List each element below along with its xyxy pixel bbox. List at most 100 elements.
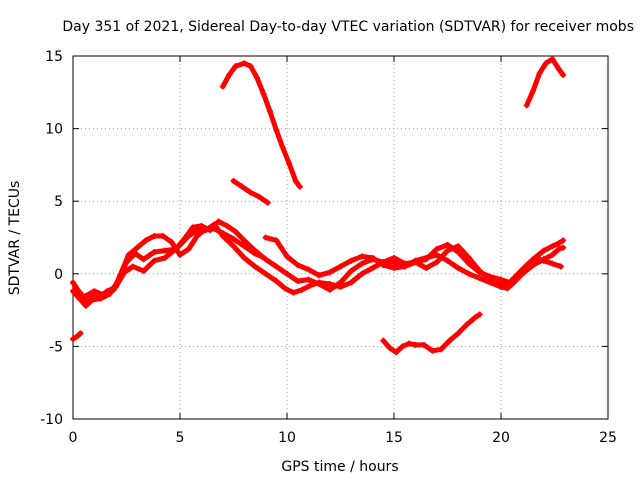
data-point [423,264,430,271]
data-point [254,74,261,81]
grid [73,56,608,419]
data-point [532,254,539,261]
series-track-9 [70,330,84,343]
data-point [273,278,280,285]
series-track-1 [70,221,567,305]
data-point [168,238,175,245]
data-point [117,272,124,279]
x-tick-label: 25 [599,430,617,446]
y-tick-label: 0 [54,267,63,283]
data-point [82,302,89,309]
data-point [284,270,290,277]
data-point [405,340,412,347]
data-point [279,144,286,151]
chart-title: Day 351 of 2021, Sidereal Day-to-day VTE… [62,19,634,35]
data-point [412,341,419,348]
data-point [241,254,248,261]
data-point [189,224,196,231]
data-point [506,279,513,286]
data-point [536,70,543,77]
series-line [70,219,566,309]
data-point [273,127,280,134]
data-point [555,246,562,253]
data-point [487,273,494,280]
data-point [159,233,166,240]
data-point [290,289,297,296]
data-point [305,266,312,273]
data-point [399,343,406,350]
data-point [230,235,237,242]
data-point [140,256,147,263]
data-point [446,337,453,344]
data-point [463,321,470,328]
data-point [549,55,556,62]
data-point [560,71,567,78]
data-point [185,246,192,253]
series-line [263,235,564,285]
data-point [369,254,376,261]
data-point [151,249,158,256]
data-point [307,282,314,289]
data-point [102,292,109,299]
data-point [455,330,462,337]
data-point [273,263,280,270]
data-point [294,278,301,285]
data-point [125,251,132,258]
series-track-3 [72,225,265,301]
data-point [262,234,269,241]
data-point [219,83,226,90]
data-point [386,344,393,351]
series-line [72,226,264,300]
data-point [224,222,231,229]
data-point [89,296,96,303]
data-point [194,233,201,240]
series-track-5 [219,60,303,190]
data-point [264,199,271,206]
x-tick-label: 0 [69,430,78,446]
data-point [391,264,397,271]
series-line [220,60,303,190]
data-point [393,349,400,356]
data-point [219,230,226,237]
data-point [358,253,365,260]
data-point [465,260,472,267]
data-point [230,243,237,250]
data-point [316,272,323,279]
y-tick-label: -10 [40,412,63,428]
data-point [391,254,397,261]
data-point [258,253,265,260]
data-point [232,228,239,235]
data-point [549,243,556,250]
data-point [444,257,451,264]
data-point [444,241,451,248]
data-point [241,60,248,67]
data-point [326,280,333,287]
data-point [215,218,222,225]
data-point [423,256,430,263]
data-point [455,243,462,250]
data-point [337,263,344,270]
data-point [438,346,445,353]
data-point [326,286,333,293]
data-point [294,262,301,269]
data-point [241,243,248,250]
data-point [256,193,263,200]
data-point [412,259,419,266]
series-line [70,221,566,304]
series-track-7 [380,311,483,356]
data-point [523,102,530,109]
data-point [134,244,141,251]
y-tick-label: 5 [54,194,63,210]
data-point [530,87,537,94]
data-point [162,254,169,261]
data-point [76,295,83,302]
data-point [110,286,117,293]
x-tick-label: 10 [278,430,296,446]
data-point [455,264,462,271]
data-point [72,283,79,290]
series-track-8 [523,55,567,109]
data-point [230,177,237,184]
data-point [177,251,183,258]
data-point [549,260,556,267]
data-point [358,270,365,277]
